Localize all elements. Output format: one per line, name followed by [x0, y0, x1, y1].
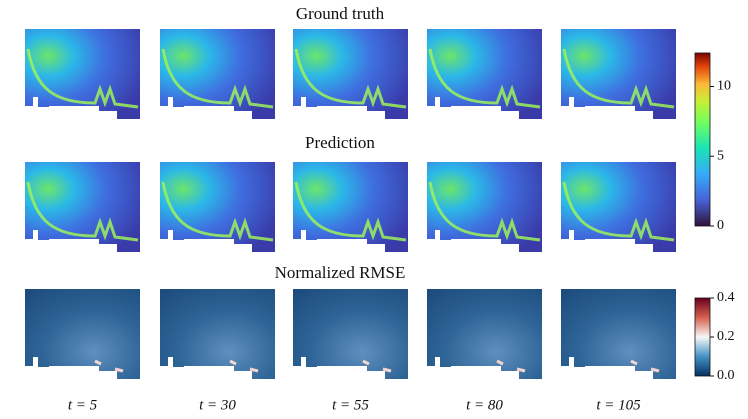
colorbar — [694, 52, 711, 227]
flow-band — [161, 181, 274, 242]
error-spots — [229, 359, 259, 373]
colorbar-tick-label: 0 — [717, 218, 724, 233]
flow-band — [26, 48, 139, 109]
row-title: Normalized RMSE — [275, 263, 406, 282]
colorbar-tick-label: 5 — [717, 148, 724, 163]
flow-band — [26, 181, 139, 242]
flow-band — [294, 48, 407, 109]
column-label: t = 30 — [199, 397, 236, 413]
column-label: t = 55 — [332, 397, 369, 413]
heatmap-panel — [561, 289, 676, 379]
column-label: t = 5 — [68, 397, 98, 413]
heatmap-panel — [427, 289, 542, 379]
row-title: Prediction — [305, 133, 375, 152]
error-spots — [630, 359, 660, 373]
flow-band — [294, 181, 407, 242]
error-spots — [94, 359, 124, 373]
column-label: t = 80 — [466, 397, 503, 413]
column-label: t = 105 — [596, 397, 641, 413]
flow-band — [428, 48, 541, 109]
colorbar-tick-label: 10 — [717, 79, 731, 94]
error-spots — [362, 359, 392, 373]
colorbar-tick-label: 0.4 — [717, 290, 735, 305]
flow-band — [428, 181, 541, 242]
heatmap-panel — [293, 289, 408, 379]
row-title: Ground truth — [296, 4, 385, 23]
colorbar — [694, 297, 711, 377]
flow-band — [562, 48, 675, 109]
flow-band — [562, 181, 675, 242]
error-spots — [496, 359, 526, 373]
colorbar-tick-label: 0.0 — [717, 368, 735, 383]
colorbar-tick-label: 0.2 — [717, 329, 735, 344]
heatmap-panel — [25, 289, 140, 379]
flow-band — [161, 48, 274, 109]
heatmap-panel — [160, 289, 275, 379]
